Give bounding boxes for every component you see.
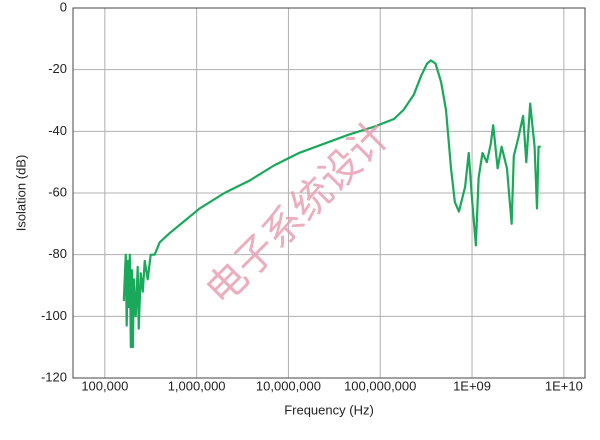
x-tick-label: 1,000,000 bbox=[168, 378, 226, 393]
x-tick-label: 1E+09 bbox=[453, 378, 491, 393]
y-axis-title: Isolation (dB) bbox=[13, 155, 28, 232]
y-tick-label: -120 bbox=[41, 369, 67, 384]
x-axis-title: Frequency (Hz) bbox=[284, 402, 374, 417]
y-tick-label: -20 bbox=[48, 61, 67, 76]
y-tick-label: -40 bbox=[48, 123, 67, 138]
x-tick-label: 10,000,000 bbox=[256, 378, 321, 393]
y-tick-label: -80 bbox=[48, 246, 67, 261]
y-tick-label: -100 bbox=[41, 308, 67, 323]
x-tick-label: 100,000 bbox=[81, 378, 128, 393]
y-tick-label: -60 bbox=[48, 184, 67, 199]
y-tick-label: 0 bbox=[60, 0, 67, 14]
watermark: 电子系统设计 bbox=[198, 113, 399, 314]
plot-frame bbox=[72, 7, 586, 379]
data-line bbox=[122, 59, 541, 349]
x-tick-label: 1E+10 bbox=[545, 378, 583, 393]
x-tick-label: 100,000,000 bbox=[344, 378, 416, 393]
